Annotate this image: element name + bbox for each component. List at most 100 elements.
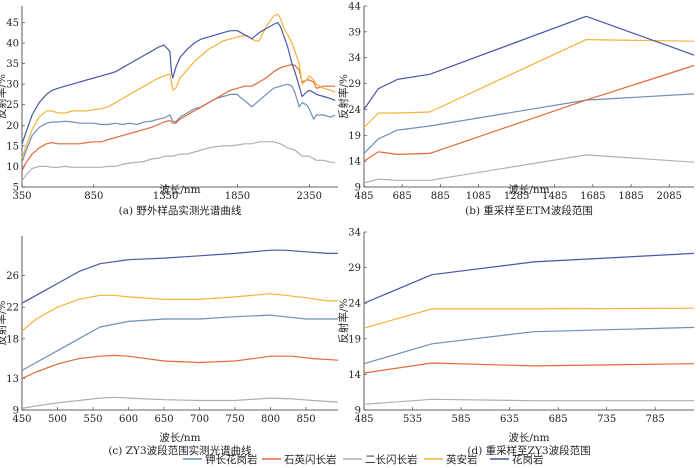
series-line-5 [21, 249, 338, 304]
series-line-2 [363, 64, 695, 162]
y-tick-label: 15 [6, 141, 19, 152]
y-tick-label: 44 [348, 2, 361, 13]
x-axis-label: 波长/nm [508, 183, 549, 196]
x-tick-label: 1085 [466, 191, 491, 202]
y-tick-label: 5 [13, 183, 19, 194]
y-tick-label: 24 [348, 299, 361, 310]
y-tick-label: 14 [348, 370, 361, 381]
y-tick-label: 13 [6, 374, 19, 385]
y-tick-label: 14 [348, 157, 361, 168]
x-tick-label: 2085 [656, 191, 681, 202]
series-line-2 [21, 63, 336, 171]
x-axis-label: 波长/nm [508, 431, 549, 444]
series-line-5 [21, 21, 336, 144]
x-tick-label: 485 [354, 191, 373, 202]
panel-caption: (b) 重采样至ETM波段范围 [465, 204, 593, 217]
series-line-1 [363, 93, 695, 154]
x-tick-label: 1350 [153, 191, 178, 202]
legend-item: 石英闪长岩 [262, 453, 337, 466]
x-tick-label: 650 [154, 414, 173, 425]
y-tick-label: 22 [6, 303, 19, 314]
y-tick-label: 29 [348, 263, 361, 274]
y-tick-label: 19 [348, 334, 361, 345]
y-tick-label: 26 [6, 271, 19, 282]
x-tick-label: 750 [225, 414, 244, 425]
series-line-3 [21, 396, 339, 409]
y-tick-label: 9 [355, 183, 361, 194]
panel-caption: (c) ZY3波段范围实测光谱曲线 [108, 444, 252, 457]
x-tick-label: 1850 [225, 191, 250, 202]
y-tick-label: 40 [6, 39, 19, 50]
x-tick-label: 850 [296, 414, 315, 425]
x-tick-label: 500 [48, 414, 67, 425]
x-tick-label: 485 [354, 414, 373, 425]
series-line-4 [363, 307, 695, 329]
x-tick-label: 550 [83, 414, 102, 425]
chart-panel-c: 9 13 18 22 26 450 500 550 600 650 700 750 800 850 波长/n… [0, 236, 339, 457]
series-line-4 [21, 293, 338, 332]
legend-item: 花岗岩 [490, 453, 544, 466]
y-tick-label: 9 [355, 406, 361, 417]
x-tick-label: 585 [452, 414, 471, 425]
x-tick-label: 635 [500, 414, 519, 425]
y-tick-label: 34 [348, 53, 361, 64]
series-line-2 [363, 362, 695, 374]
y-tick-label: 29 [348, 79, 361, 90]
y-tick-label: 39 [348, 27, 361, 38]
legend: 钾长花岗岩 石英闪长岩 二长闪长岩 英安岩 花岗岩 [183, 453, 544, 466]
series-line-3 [363, 154, 695, 184]
legend-item: 二长闪长岩 [343, 453, 418, 466]
series-line-4 [21, 13, 336, 159]
y-tick-label: 35 [6, 59, 19, 70]
y-tick-label: 18 [6, 334, 19, 345]
series-line-1 [21, 314, 338, 372]
y-axis-label: 反射率/% [337, 74, 350, 119]
x-tick-label: 735 [597, 414, 616, 425]
x-axis-label: 波长/nm [159, 183, 200, 196]
x-tick-label: 885 [431, 191, 450, 202]
y-tick-label: 9 [13, 406, 19, 417]
y-tick-label: 30 [6, 80, 19, 91]
x-tick-label: 685 [393, 191, 412, 202]
x-tick-label: 1485 [542, 191, 567, 202]
y-tick-label: 45 [6, 18, 19, 29]
y-tick-label: 25 [6, 100, 19, 111]
legend-label: 英安岩 [446, 453, 478, 466]
x-tick-label: 850 [84, 191, 103, 202]
y-tick-label: 19 [348, 131, 361, 142]
x-tick-label: 785 [646, 414, 665, 425]
legend-label: 钾长花岗岩 [205, 453, 258, 466]
series-line-3 [363, 398, 694, 405]
series-line-5 [363, 252, 695, 304]
series-line-5 [363, 15, 695, 110]
legend-item: 钾长花岗岩 [183, 453, 258, 466]
y-axis-label: 反射率/% [0, 74, 8, 119]
x-tick-label: 350 [12, 191, 31, 202]
series-line-2 [21, 354, 339, 379]
x-tick-label: 685 [549, 414, 568, 425]
x-tick-label: 1285 [504, 191, 529, 202]
x-tick-label: 600 [119, 414, 138, 425]
series-line-3 [21, 141, 336, 182]
chart-panel-d: 9 14 19 24 29 34 485 535 585 635 685 735 785 波长/nm 反射率… [337, 228, 695, 457]
chart-panel-a: 5 10 15 20 25 30 35 40 45 350 850 1350 1850 2350 波长/nm… [0, 6, 338, 217]
legend-label: 石英闪长岩 [284, 453, 337, 466]
panel-caption: (a) 野外样品实测光谱曲线 [119, 204, 242, 217]
chart-panel-b: 9 14 19 24 29 34 39 44 485 685 885 1085 1285 1485 1685… [337, 2, 695, 217]
x-axis-label: 波长/nm [159, 431, 200, 444]
legend-label: 二长闪长岩 [365, 453, 418, 466]
y-tick-label: 20 [6, 121, 19, 132]
x-tick-label: 535 [403, 414, 422, 425]
panel-caption: (d) 重采样至ZY3波段范围 [467, 444, 590, 457]
x-tick-label: 700 [190, 414, 209, 425]
y-axis-label: 反射率/% [0, 300, 8, 345]
series-line-1 [363, 326, 695, 365]
y-tick-label: 34 [348, 228, 361, 239]
x-tick-label: 2350 [297, 191, 322, 202]
x-tick-label: 1685 [580, 191, 605, 202]
x-tick-label: 1885 [618, 191, 643, 202]
legend-label: 花岗岩 [512, 453, 544, 466]
y-tick-label: 24 [348, 105, 361, 116]
x-tick-label: 450 [12, 414, 31, 425]
